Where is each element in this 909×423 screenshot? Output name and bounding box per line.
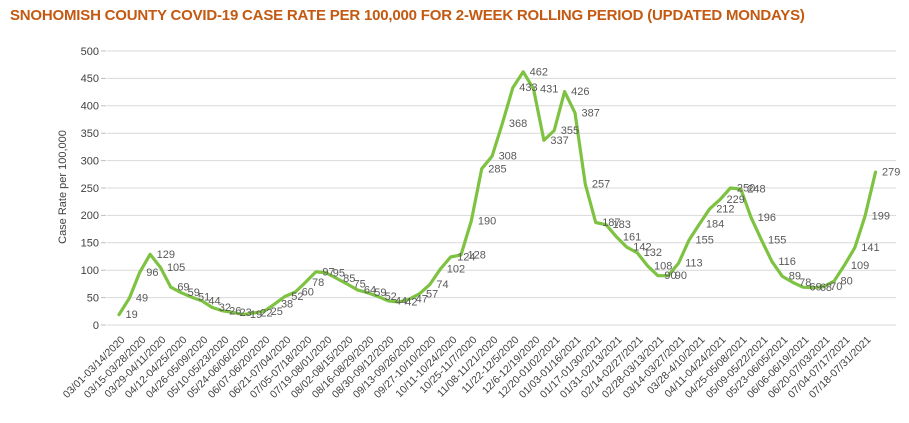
data-point-label: 141 [861, 242, 879, 254]
data-point-label: 38 [281, 299, 293, 311]
data-point-label: 32 [219, 302, 231, 314]
data-point-label: 80 [841, 276, 853, 288]
data-point-label: 60 [302, 287, 314, 299]
data-point-label: 285 [488, 163, 506, 175]
data-point-label: 85 [343, 273, 355, 285]
data-point-label: 308 [499, 151, 517, 163]
data-point-label: 25 [271, 306, 283, 318]
data-point-label: 47 [416, 294, 428, 306]
data-point-label: 49 [136, 293, 148, 305]
data-point-label: 59 [188, 287, 200, 299]
data-point-label: 26 [229, 305, 241, 317]
data-point-label: 105 [167, 262, 185, 274]
data-point-label: 190 [478, 215, 496, 227]
data-point-label: 75 [353, 278, 365, 290]
data-point-label: 19 [250, 309, 262, 321]
data-point-label: 57 [426, 288, 438, 300]
data-point-label: 90 [675, 270, 687, 282]
data-point-label: 368 [509, 118, 527, 130]
data-point-label: 42 [405, 296, 417, 308]
data-point-label: 109 [851, 260, 869, 272]
data-point-label: 23 [239, 307, 251, 319]
y-tick-label: 400 [81, 101, 99, 113]
data-point-label: 183 [613, 219, 631, 231]
data-point-label: 229 [727, 194, 745, 206]
data-point-label: 142 [633, 242, 651, 254]
data-point-label: 212 [716, 203, 734, 215]
data-point-label: 78 [799, 277, 811, 289]
data-point-label: 78 [312, 277, 324, 289]
data-point-label: 155 [768, 235, 786, 247]
chart-title: SNOHOMISH COUNTY COVID-19 CASE RATE PER … [10, 7, 805, 24]
data-point-label: 248 [747, 184, 765, 196]
data-point-label: 64 [364, 284, 376, 296]
data-point-label: 132 [644, 247, 662, 259]
data-series-line [117, 70, 878, 317]
y-tick-label: 250 [81, 183, 99, 195]
y-tick-label: 50 [87, 292, 99, 304]
data-point-label: 128 [467, 249, 485, 261]
data-point-label: 196 [758, 212, 776, 224]
y-tick-label: 300 [81, 155, 99, 167]
data-point-label: 44 [208, 295, 220, 307]
data-point-label: 74 [436, 279, 448, 291]
y-tick-label: 0 [93, 320, 99, 332]
data-point-label: 22 [260, 307, 272, 319]
data-point-label: 90 [664, 270, 676, 282]
data-point-label: 95 [333, 267, 345, 279]
data-point-label: 161 [623, 231, 641, 243]
y-tick-label: 100 [81, 265, 99, 277]
data-point-label: 129 [157, 249, 175, 261]
y-tick-label: 150 [81, 238, 99, 250]
data-point-label: 59 [374, 287, 386, 299]
data-point-label: 89 [789, 271, 801, 283]
data-point-label: 387 [581, 107, 599, 119]
data-point-label: 113 [685, 258, 703, 270]
data-point-label: 44 [395, 295, 407, 307]
data-point-label: 250 [737, 183, 755, 195]
data-point-label: 19 [126, 309, 138, 321]
data-point-label: 116 [778, 256, 796, 268]
data-point-label: 257 [592, 179, 610, 191]
data-point-label: 426 [571, 86, 589, 98]
data-point-label: 155 [695, 235, 713, 247]
data-point-label: 102 [447, 264, 465, 276]
y-tick-label: 500 [81, 46, 99, 58]
data-point-label: 124 [457, 252, 475, 264]
data-point-label: 69 [809, 282, 821, 294]
data-point-label: 355 [561, 125, 579, 137]
data-point-label: 96 [146, 267, 158, 279]
data-point-label: 70 [830, 281, 842, 293]
data-point-label: 69 [177, 282, 189, 294]
data-point-label: 199 [872, 210, 890, 222]
data-point-label: 108 [654, 260, 672, 272]
y-tick-label: 450 [81, 73, 99, 85]
data-point-label: 52 [385, 291, 397, 303]
y-tick-label: 350 [81, 128, 99, 140]
data-point-label: 52 [291, 291, 303, 303]
data-point-label: 431 [540, 83, 558, 95]
data-point-label: 68 [820, 282, 832, 294]
data-point-label: 279 [882, 167, 900, 179]
data-point-label: 433 [519, 82, 537, 94]
data-point-label: 337 [550, 135, 568, 147]
data-point-label: 462 [530, 66, 548, 78]
data-point-label: 184 [706, 219, 724, 231]
y-tick-label: 200 [81, 210, 99, 222]
data-point-label: 51 [198, 292, 210, 304]
data-point-label: 97 [322, 266, 334, 278]
data-point-label: 187 [602, 217, 620, 229]
